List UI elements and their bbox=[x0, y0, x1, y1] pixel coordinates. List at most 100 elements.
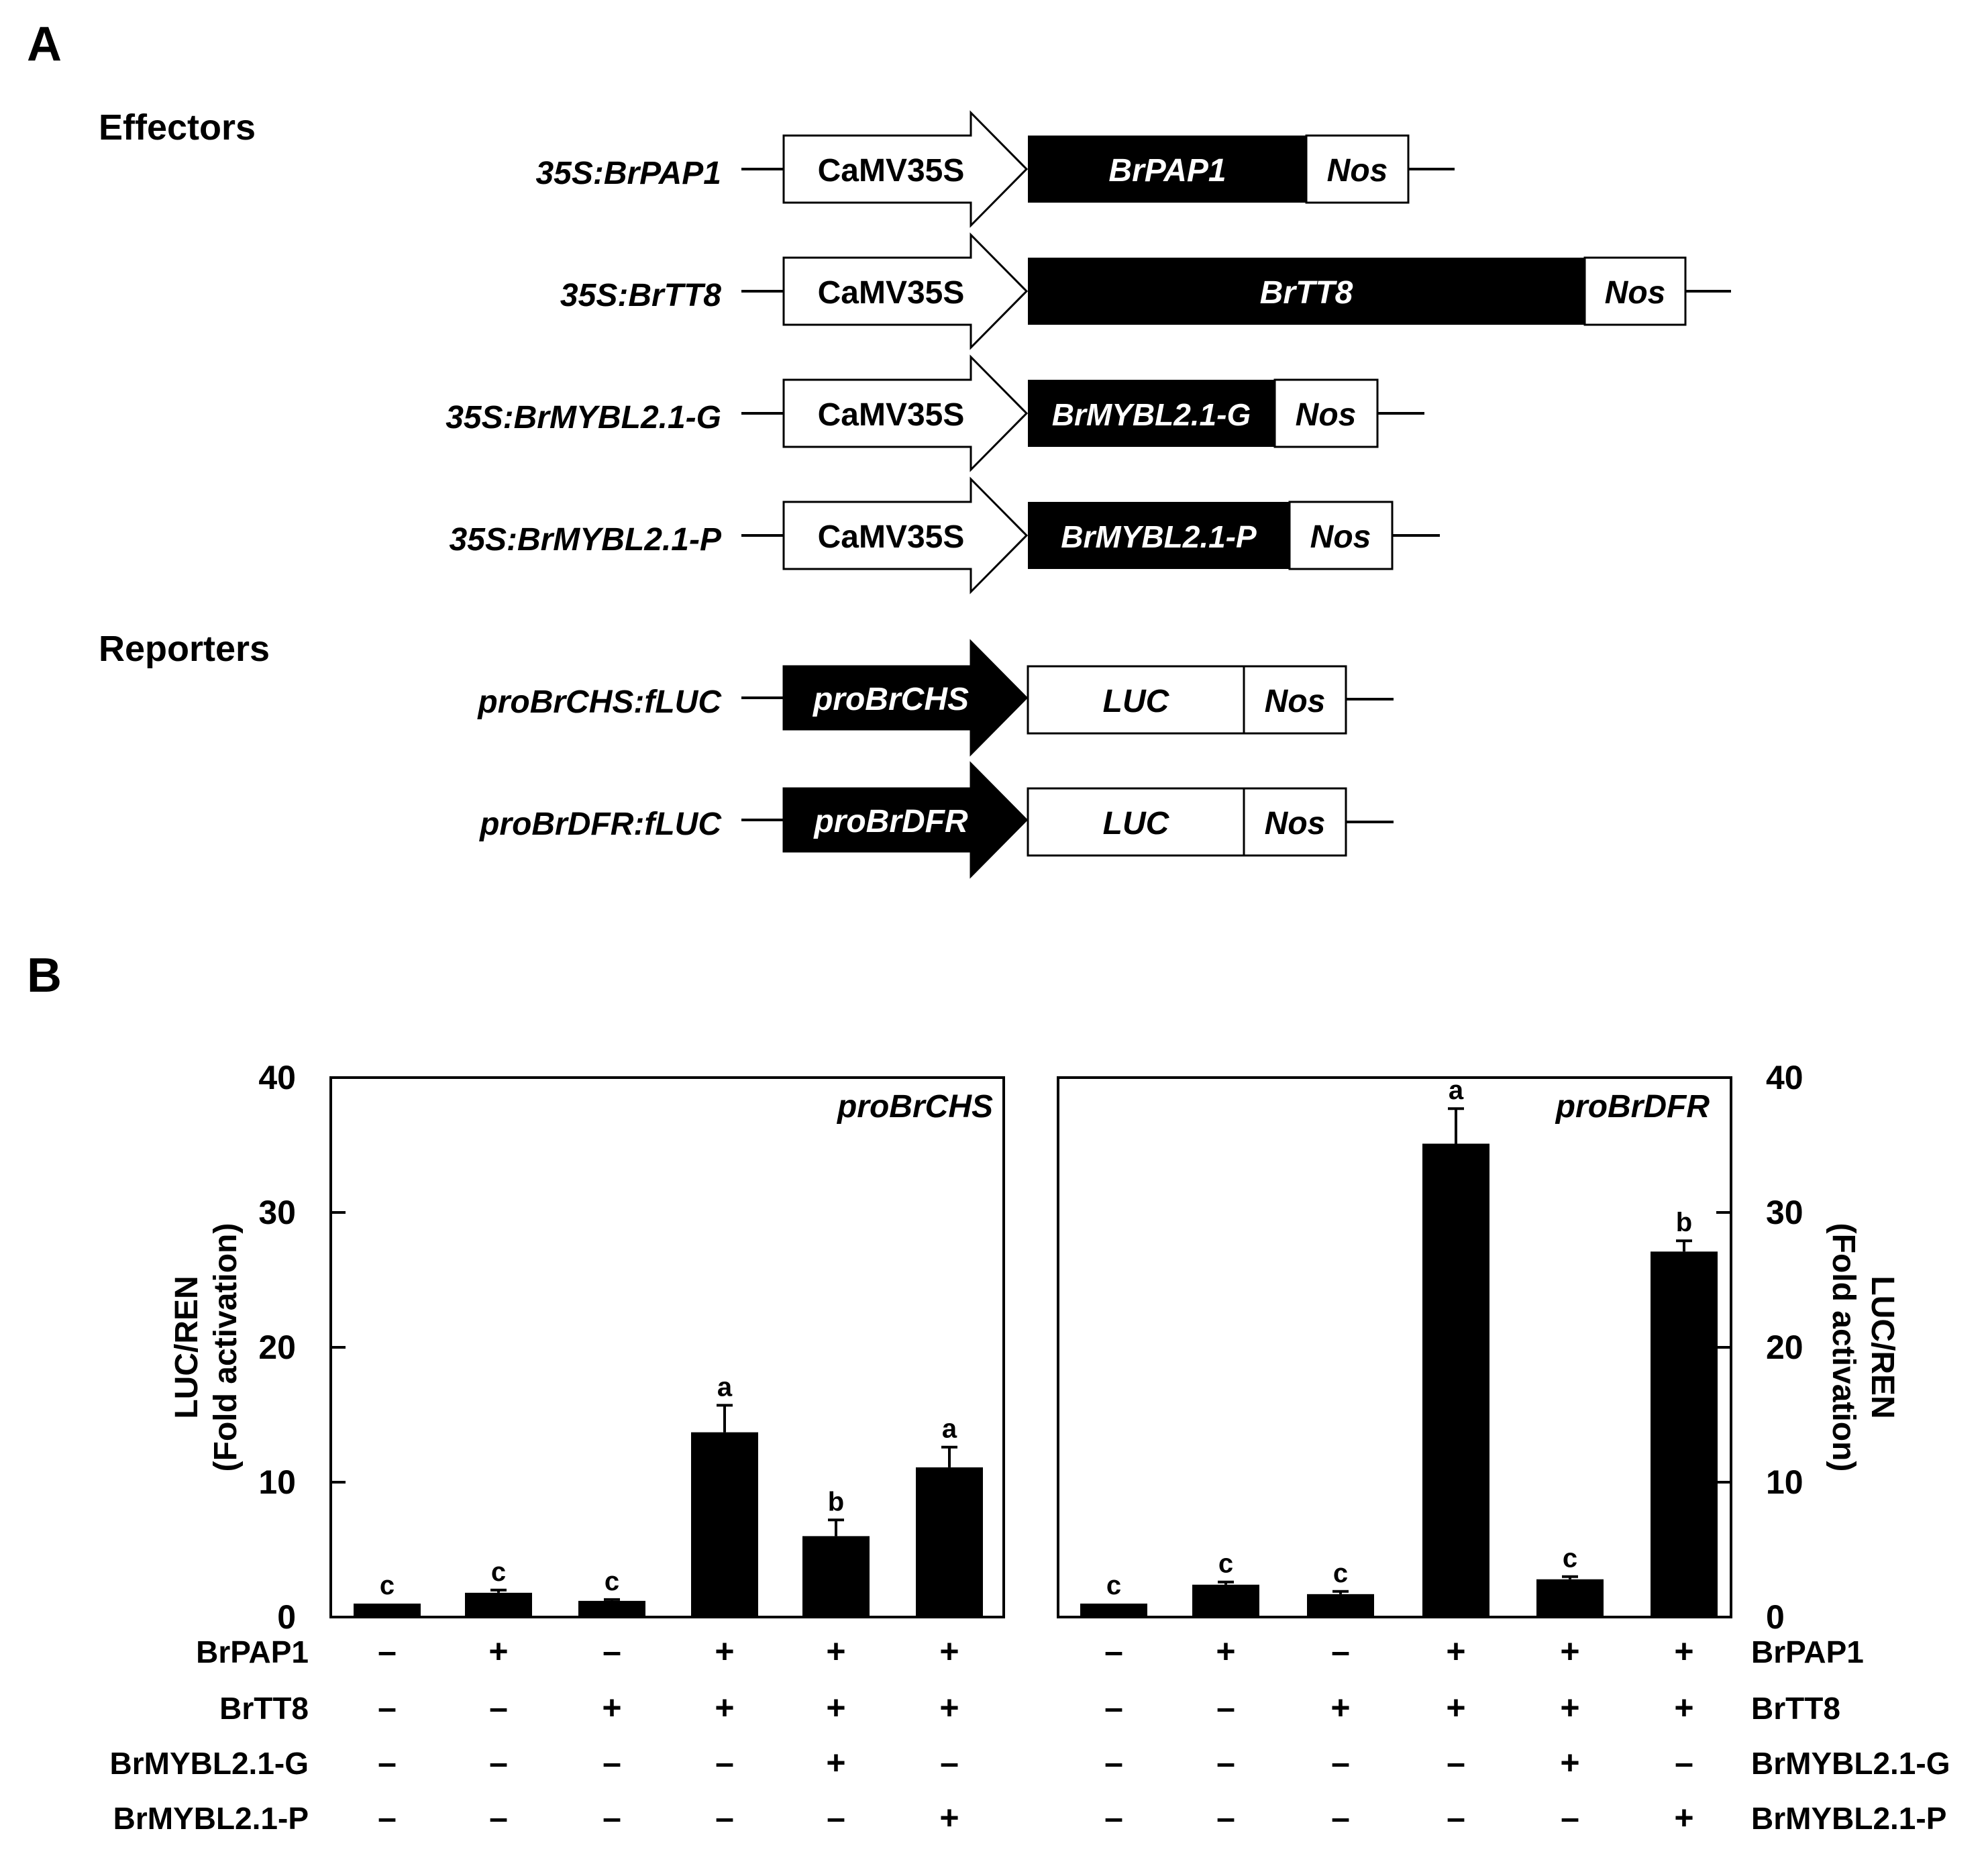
promoter-arrow bbox=[782, 639, 1029, 757]
chart-probrchs: proBrCHS LUC/REN (Fold activation) 0 10 20… bbox=[169, 1059, 1005, 1636]
bars: c c c a b a bbox=[354, 1372, 983, 1617]
gene-box bbox=[1028, 258, 1585, 325]
treatment-sign: – bbox=[378, 1689, 397, 1726]
treatment-sign: + bbox=[1330, 1689, 1350, 1726]
construct-name: 35S:BrTT8 bbox=[560, 278, 721, 313]
bar bbox=[465, 1592, 532, 1617]
construct-probrdfr-fluc: proBrDFR:fLUC proBrDFR LUC Nos bbox=[478, 761, 1394, 879]
treatment-sign: + bbox=[826, 1744, 845, 1781]
treatment-sign: – bbox=[489, 1799, 508, 1836]
treatment-label-left: BrMYBL2.1-P bbox=[113, 1801, 309, 1836]
treatment-sign: – bbox=[603, 1799, 621, 1836]
significance-letter: c bbox=[1218, 1549, 1233, 1579]
y-tick-label: 40 bbox=[258, 1059, 296, 1096]
treatment-sign: – bbox=[1216, 1799, 1235, 1836]
construct-35s-brmybl2-1-g: 35S:BrMYBL2.1-G CaMV35S BrMYBL2.1-G Nos bbox=[446, 354, 1424, 472]
promoter-arrow bbox=[782, 232, 1029, 350]
y-axis-ticks: 0 10 20 30 40 bbox=[258, 1059, 346, 1636]
promoter-label: CaMV35S bbox=[818, 519, 965, 555]
significance-letter: a bbox=[1449, 1076, 1464, 1105]
terminator-label: Nos bbox=[1296, 397, 1357, 433]
bar bbox=[1192, 1584, 1259, 1617]
treatment-sign: – bbox=[1331, 1744, 1350, 1781]
treatment-sign: – bbox=[1216, 1689, 1235, 1726]
construct-name: 35S:BrPAP1 bbox=[535, 156, 721, 191]
terminator-label: Nos bbox=[1605, 275, 1666, 311]
treatment-sign: – bbox=[1561, 1799, 1579, 1836]
y-axis-label-line1: LUC/REN bbox=[169, 1276, 205, 1418]
bar bbox=[354, 1603, 421, 1617]
bar bbox=[1651, 1251, 1718, 1617]
treatment-sign: – bbox=[715, 1799, 734, 1836]
significance-letter: c bbox=[1563, 1544, 1577, 1573]
terminator-label: Nos bbox=[1327, 153, 1388, 189]
treatment-sign: + bbox=[1446, 1689, 1465, 1726]
significance-letter: c bbox=[1333, 1559, 1348, 1588]
promoter-label: CaMV35S bbox=[818, 153, 965, 189]
bar bbox=[691, 1432, 758, 1617]
significance-letter: c bbox=[491, 1557, 506, 1587]
panel-a-label: A bbox=[27, 17, 62, 71]
treatment-sign: + bbox=[1216, 1632, 1235, 1670]
treatment-sign: + bbox=[715, 1632, 734, 1670]
significance-letter: c bbox=[1106, 1571, 1121, 1600]
treatment-sign: + bbox=[1674, 1632, 1693, 1670]
treatment-sign: – bbox=[603, 1744, 621, 1781]
construct-35s-brmybl2-1-p: 35S:BrMYBL2.1-P CaMV35S BrMYBL2.1-P Nos bbox=[450, 476, 1440, 594]
significance-letter: b bbox=[1676, 1208, 1692, 1237]
treatment-sign: + bbox=[939, 1689, 959, 1726]
promoter-arrow bbox=[782, 354, 1029, 472]
significance-letter: a bbox=[717, 1372, 733, 1402]
gene-box bbox=[1027, 665, 1245, 735]
significance-letter: b bbox=[828, 1487, 844, 1516]
treatment-sign: + bbox=[939, 1632, 959, 1670]
gene-label: LUC bbox=[1103, 806, 1170, 841]
terminator-box bbox=[1288, 501, 1394, 570]
treatment-sign: – bbox=[603, 1632, 621, 1670]
treatment-label-right: BrPAP1 bbox=[1751, 1635, 1864, 1669]
promoter-label: proBrCHS bbox=[812, 682, 969, 717]
bar bbox=[1536, 1579, 1604, 1617]
treatment-sign: – bbox=[1104, 1632, 1123, 1670]
construct-35s-brpap1: 35S:BrPAP1 CaMV35S BrPAP1 Nos bbox=[535, 110, 1455, 228]
chart-title: proBrCHS bbox=[836, 1089, 993, 1125]
treatment-sign: – bbox=[1447, 1799, 1465, 1836]
gene-label: BrTT8 bbox=[1260, 275, 1353, 311]
effectors-heading: Effectors bbox=[99, 107, 256, 148]
terminator-box bbox=[1273, 378, 1379, 448]
gene-box bbox=[1028, 502, 1290, 569]
treatment-sign: – bbox=[1104, 1744, 1123, 1781]
promoter-label: proBrDFR bbox=[813, 804, 968, 839]
promoter-arrow bbox=[782, 476, 1029, 594]
treatment-sign: – bbox=[1216, 1744, 1235, 1781]
promoter-label: CaMV35S bbox=[818, 397, 965, 433]
treatment-sign: – bbox=[1331, 1799, 1350, 1836]
plot-frame bbox=[329, 1076, 1005, 1618]
treatment-sign: + bbox=[1446, 1632, 1465, 1670]
treatment-sign: – bbox=[715, 1744, 734, 1781]
treatment-sign: + bbox=[715, 1689, 734, 1726]
treatment-sign: + bbox=[602, 1689, 621, 1726]
terminator-label: Nos bbox=[1310, 519, 1371, 555]
bar bbox=[578, 1600, 645, 1617]
chart-probrdfr: proBrDFR LUC/REN (Fold activation) 0 10 20… bbox=[1057, 1059, 1900, 1636]
promoter-label: CaMV35S bbox=[818, 275, 965, 311]
treatment-label-right: BrTT8 bbox=[1751, 1691, 1840, 1726]
plot-frame bbox=[1057, 1076, 1732, 1618]
bar bbox=[1422, 1143, 1489, 1617]
bars: c c c a c b bbox=[1080, 1076, 1718, 1617]
chart-title: proBrDFR bbox=[1555, 1089, 1710, 1125]
treatment-sign: – bbox=[1104, 1689, 1123, 1726]
construct-name: proBrCHS:fLUC bbox=[476, 684, 722, 720]
y-tick-label: 30 bbox=[1766, 1194, 1803, 1231]
treatment-sign: + bbox=[1674, 1689, 1693, 1726]
treatment-sign: – bbox=[489, 1744, 508, 1781]
construct-name: proBrDFR:fLUC bbox=[478, 807, 722, 842]
treatment-label-right: BrMYBL2.1-G bbox=[1751, 1746, 1950, 1781]
promoter-arrow bbox=[782, 761, 1029, 879]
promoter-arrow bbox=[782, 110, 1029, 228]
treatment-label-left: BrMYBL2.1-G bbox=[110, 1746, 309, 1781]
treatment-sign: – bbox=[378, 1744, 397, 1781]
treatment-sign: + bbox=[826, 1689, 845, 1726]
y-tick-label: 30 bbox=[258, 1194, 296, 1231]
